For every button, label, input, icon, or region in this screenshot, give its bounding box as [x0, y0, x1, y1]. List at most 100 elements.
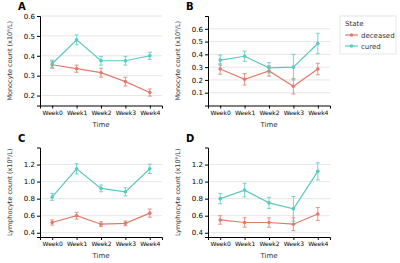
y-tick-mark: [37, 182, 40, 183]
grid-line: [208, 28, 330, 29]
y-tick-label: 0.6: [24, 212, 36, 220]
x-tick: Week4: [308, 237, 328, 247]
error-bar: [218, 216, 222, 225]
plot-area: [218, 163, 320, 231]
y-tick-label: 1.2: [192, 161, 203, 169]
y-axis-line: [37, 148, 41, 238]
x-tick-label: Week4: [308, 109, 328, 116]
x-tick-label: Week1: [67, 240, 87, 247]
point: [243, 221, 247, 225]
y-tick-mark: [205, 233, 208, 234]
point: [292, 222, 296, 226]
error-bar: [267, 63, 271, 73]
y-tick-label: 1.0: [24, 178, 35, 186]
point: [148, 167, 152, 171]
legend-swatch-marker: [350, 44, 354, 48]
y-tick: 0.8: [24, 195, 40, 203]
x-axis: Week0Week1Week2Week3Week4: [209, 237, 331, 247]
x-tick-label: Week2: [91, 109, 111, 116]
y-tick: 1.0: [192, 178, 208, 186]
x-tick-label: Week3: [284, 109, 304, 116]
point: [316, 212, 320, 216]
panel: 0.20.30.40.50.6Week0Week1Week2Week3Week4…: [6, 1, 163, 129]
x-tick: Week0: [43, 106, 63, 116]
y-axis: 0.40.60.81.01.2: [192, 148, 209, 238]
error-bar: [75, 212, 79, 219]
point: [267, 66, 271, 70]
x-tick-label: Week1: [235, 240, 255, 247]
series: [218, 208, 320, 231]
y-tick-label: 0.5: [192, 38, 203, 46]
x-tick: Week3: [116, 106, 136, 116]
point: [292, 85, 296, 89]
error-bar: [267, 197, 271, 208]
x-axis-title: Time: [91, 121, 109, 129]
point: [99, 59, 103, 63]
y-tick-mark: [37, 36, 40, 37]
error-bar: [267, 218, 271, 227]
series-line: [52, 169, 150, 197]
point: [124, 222, 128, 226]
y-axis-line: [37, 17, 41, 107]
error-bar: [50, 194, 54, 201]
grid-line: [40, 95, 162, 96]
y-tick: 0.3: [24, 72, 40, 80]
grid-line: [40, 198, 162, 199]
x-tick-label: Week4: [140, 240, 160, 247]
x-axis-title: Time: [91, 252, 109, 260]
y-tick: 0.2: [192, 77, 208, 85]
grid-line: [40, 164, 162, 165]
y-tick: 1.2: [24, 161, 40, 169]
point: [316, 170, 320, 174]
x-tick: Week0: [211, 237, 231, 247]
x-tick-label: Week2: [259, 240, 279, 247]
y-tick: 1.2: [192, 161, 208, 169]
y-tick-mark: [205, 93, 208, 94]
y-tick-label: 0.2: [24, 92, 35, 100]
y-tick-mark: [205, 67, 208, 68]
error-bar: [316, 63, 320, 75]
legend-entry: deceased: [345, 32, 395, 40]
point: [243, 54, 247, 58]
y-tick: 0.8: [192, 195, 208, 203]
error-bar: [75, 35, 79, 45]
point: [124, 190, 128, 194]
x-tick: Week1: [67, 237, 87, 247]
x-tick: Week4: [140, 106, 160, 116]
error-bar: [50, 220, 54, 225]
x-tick: Week3: [116, 237, 136, 247]
legend-label: cured: [361, 43, 381, 51]
chart-container: 0.20.30.40.50.6Week0Week1Week2Week3Week4…: [0, 0, 400, 263]
grid-line: [40, 16, 162, 17]
error-bar: [123, 188, 127, 196]
grid: [40, 165, 162, 233]
point: [50, 62, 54, 66]
x-tick-label: Week0: [43, 109, 63, 116]
series-line: [52, 40, 150, 64]
x-tick-label: Week0: [211, 240, 231, 247]
grid-line: [40, 35, 162, 36]
point: [75, 167, 79, 171]
y-axis: 0.20.30.40.50.6: [24, 13, 41, 106]
y-axis-line: [205, 17, 209, 107]
y-tick-label: 0.3: [192, 64, 203, 72]
y-tick-mark: [37, 76, 40, 77]
error-bar: [243, 218, 247, 227]
y-tick-mark: [37, 199, 40, 200]
error-bar: [291, 197, 295, 222]
x-tick: Week3: [284, 106, 304, 116]
point: [243, 77, 247, 81]
grid-line: [208, 92, 330, 93]
y-axis-title: Monocyte count (x10⁹/L): [6, 21, 14, 101]
series: [218, 163, 320, 221]
y-tick-mark: [205, 165, 208, 166]
error-bar: [243, 51, 247, 61]
series: [50, 61, 152, 96]
error-bar: [148, 89, 152, 96]
panel-title: A: [18, 1, 26, 12]
grid: [208, 29, 330, 93]
y-tick: 1.0: [24, 178, 40, 186]
legend-label: deceased: [361, 32, 395, 40]
point: [148, 91, 152, 95]
grid: [208, 165, 330, 233]
